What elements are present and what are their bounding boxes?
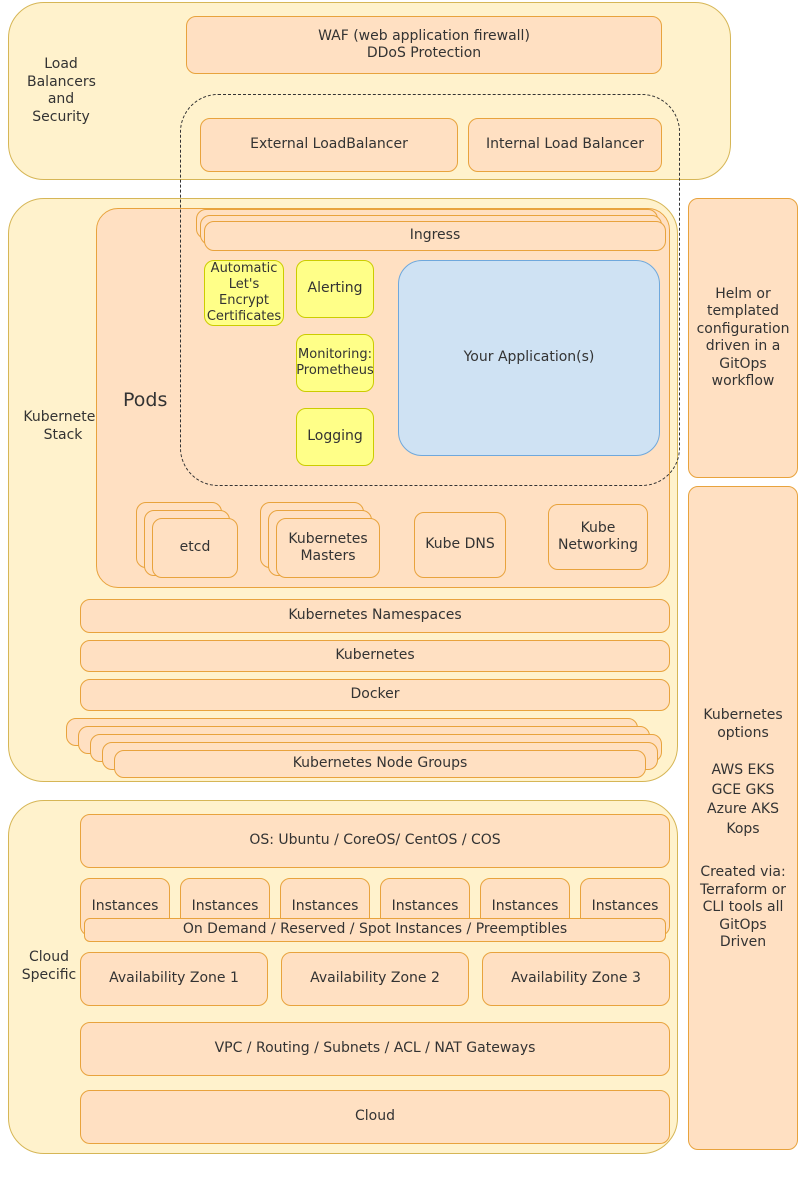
section-label-cloud: Cloud Specific: [21, 949, 77, 984]
opts-kops: Kops: [726, 821, 759, 839]
az1-box: Availability Zone 1: [80, 952, 268, 1006]
instance-6-label: Instances: [592, 898, 659, 916]
lets-encrypt-box: Automatic Let's Encrypt Certificates: [204, 260, 284, 326]
instance-1-label: Instances: [92, 898, 159, 916]
masters-label: Kubernetes Masters: [283, 531, 373, 566]
ingress-label: Ingress: [410, 227, 461, 245]
alerting-label: Alerting: [308, 280, 363, 298]
docker-label: Docker: [350, 686, 399, 704]
instance-4-label: Instances: [392, 898, 459, 916]
pods-label: Pods: [123, 389, 167, 413]
helm-label: Helm or templated configuration driven i…: [693, 286, 794, 391]
nodegroups-box: Kubernetes Node Groups: [114, 750, 646, 778]
opts-created: Created via: Terraform or CLI tools all …: [695, 864, 791, 952]
waf-line2: DDoS Protection: [367, 45, 481, 63]
az3-box: Availability Zone 3: [482, 952, 670, 1006]
k8s-options-box: Kubernetes options AWS EKS GCE GKS Azure…: [688, 486, 798, 1150]
your-app-label: Your Application(s): [464, 349, 595, 367]
kubedns-box: Kube DNS: [414, 512, 506, 578]
docker-box: Docker: [80, 679, 670, 711]
vpc-label: VPC / Routing / Subnets / ACL / NAT Gate…: [215, 1040, 536, 1058]
cloud-label: Cloud: [355, 1108, 395, 1126]
monitoring-box: Monitoring: Prometheus: [296, 334, 374, 392]
opts-aks: Azure AKS: [707, 801, 779, 819]
masters-box: Kubernetes Masters: [276, 518, 380, 578]
kubedns-label: Kube DNS: [425, 536, 494, 554]
vpc-box: VPC / Routing / Subnets / ACL / NAT Gate…: [80, 1022, 670, 1076]
section-label-k8s: Kubernetes Stack: [23, 409, 103, 444]
kubernetes-box: Kubernetes: [80, 640, 670, 672]
kubenet-label: Kube Networking: [555, 520, 641, 555]
pricing-label: On Demand / Reserved / Spot Instances / …: [183, 921, 567, 939]
kubenet-box: Kube Networking: [548, 504, 648, 570]
az2-box: Availability Zone 2: [281, 952, 469, 1006]
namespaces-box: Kubernetes Namespaces: [80, 599, 670, 633]
os-label: OS: Ubuntu / CoreOS/ CentOS / COS: [249, 832, 500, 850]
opts-title: Kubernetes options: [695, 707, 791, 742]
monitoring-label: Monitoring: Prometheus: [296, 347, 374, 380]
section-label-lb: Load Balancers and Security: [27, 56, 95, 126]
logging-label: Logging: [307, 428, 363, 446]
cloud-box: Cloud: [80, 1090, 670, 1144]
instance-5-label: Instances: [492, 898, 559, 916]
etcd-label: etcd: [180, 539, 211, 557]
helm-box: Helm or templated configuration driven i…: [688, 198, 798, 478]
az3-label: Availability Zone 3: [511, 970, 641, 988]
ng-label: Kubernetes Node Groups: [293, 755, 468, 773]
waf-box: WAF (web application firewall) DDoS Prot…: [186, 16, 662, 74]
logging-box: Logging: [296, 408, 374, 466]
kube-label: Kubernetes: [335, 647, 414, 665]
opts-eks: AWS EKS: [712, 762, 775, 780]
waf-line1: WAF (web application firewall): [318, 28, 530, 46]
az1-label: Availability Zone 1: [109, 970, 239, 988]
your-app-box: Your Application(s): [398, 260, 660, 456]
opts-gks: GCE GKS: [712, 782, 775, 800]
alerting-box: Alerting: [296, 260, 374, 318]
pricing-box: On Demand / Reserved / Spot Instances / …: [84, 918, 666, 942]
lets-label: Automatic Let's Encrypt Certificates: [207, 261, 281, 326]
os-box: OS: Ubuntu / CoreOS/ CentOS / COS: [80, 814, 670, 868]
ingress-box: Ingress: [204, 221, 666, 251]
instance-2-label: Instances: [192, 898, 259, 916]
az2-label: Availability Zone 2: [310, 970, 440, 988]
instance-3-label: Instances: [292, 898, 359, 916]
ns-label: Kubernetes Namespaces: [288, 607, 461, 625]
etcd-box: etcd: [152, 518, 238, 578]
